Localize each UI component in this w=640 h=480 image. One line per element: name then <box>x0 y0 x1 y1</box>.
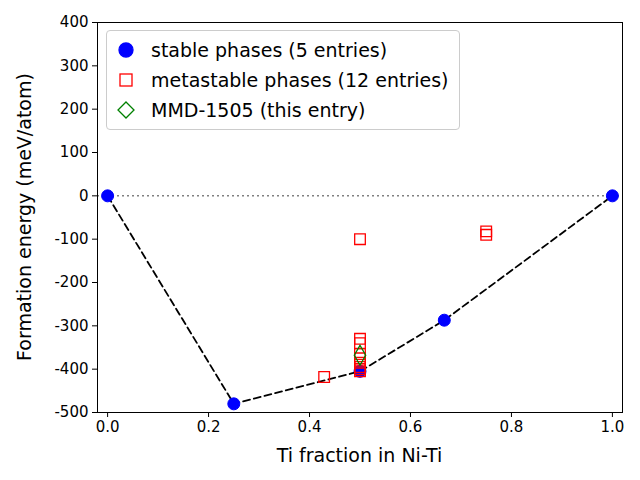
svg-text:0: 0 <box>79 187 89 205</box>
html-text:metastable phases (12 entries): metastable phases (12 entries) <box>151 69 449 91</box>
svg-text:0.6: 0.6 <box>399 418 423 436</box>
svg-text:400: 400 <box>60 13 89 31</box>
svg-text:-500: -500 <box>54 403 88 421</box>
svg-text:0.8: 0.8 <box>500 418 524 436</box>
svg-text:-400: -400 <box>54 360 88 378</box>
svg-text:1.0: 1.0 <box>600 418 624 436</box>
html-text:Formation energy (meV/atom): Formation energy (meV/atom) <box>13 73 35 361</box>
svg-text:200: 200 <box>60 100 89 118</box>
svg-text:0.4: 0.4 <box>298 418 322 436</box>
html-text:MMD-1505 (this entry): MMD-1505 (this entry) <box>151 99 366 121</box>
svg-text:300: 300 <box>60 57 89 75</box>
svg-text:-200: -200 <box>54 273 88 291</box>
svg-text:-300: -300 <box>54 317 88 335</box>
svg-text:100: 100 <box>60 143 89 161</box>
svg-text:0.0: 0.0 <box>96 418 120 436</box>
svg-text:0.2: 0.2 <box>197 418 221 436</box>
html-text:Ti fraction in Ni-Ti: Ti fraction in Ni-Ti <box>276 444 443 466</box>
svg-text:-100: -100 <box>54 230 88 248</box>
html-text:stable phases (5 entries): stable phases (5 entries) <box>151 39 388 61</box>
